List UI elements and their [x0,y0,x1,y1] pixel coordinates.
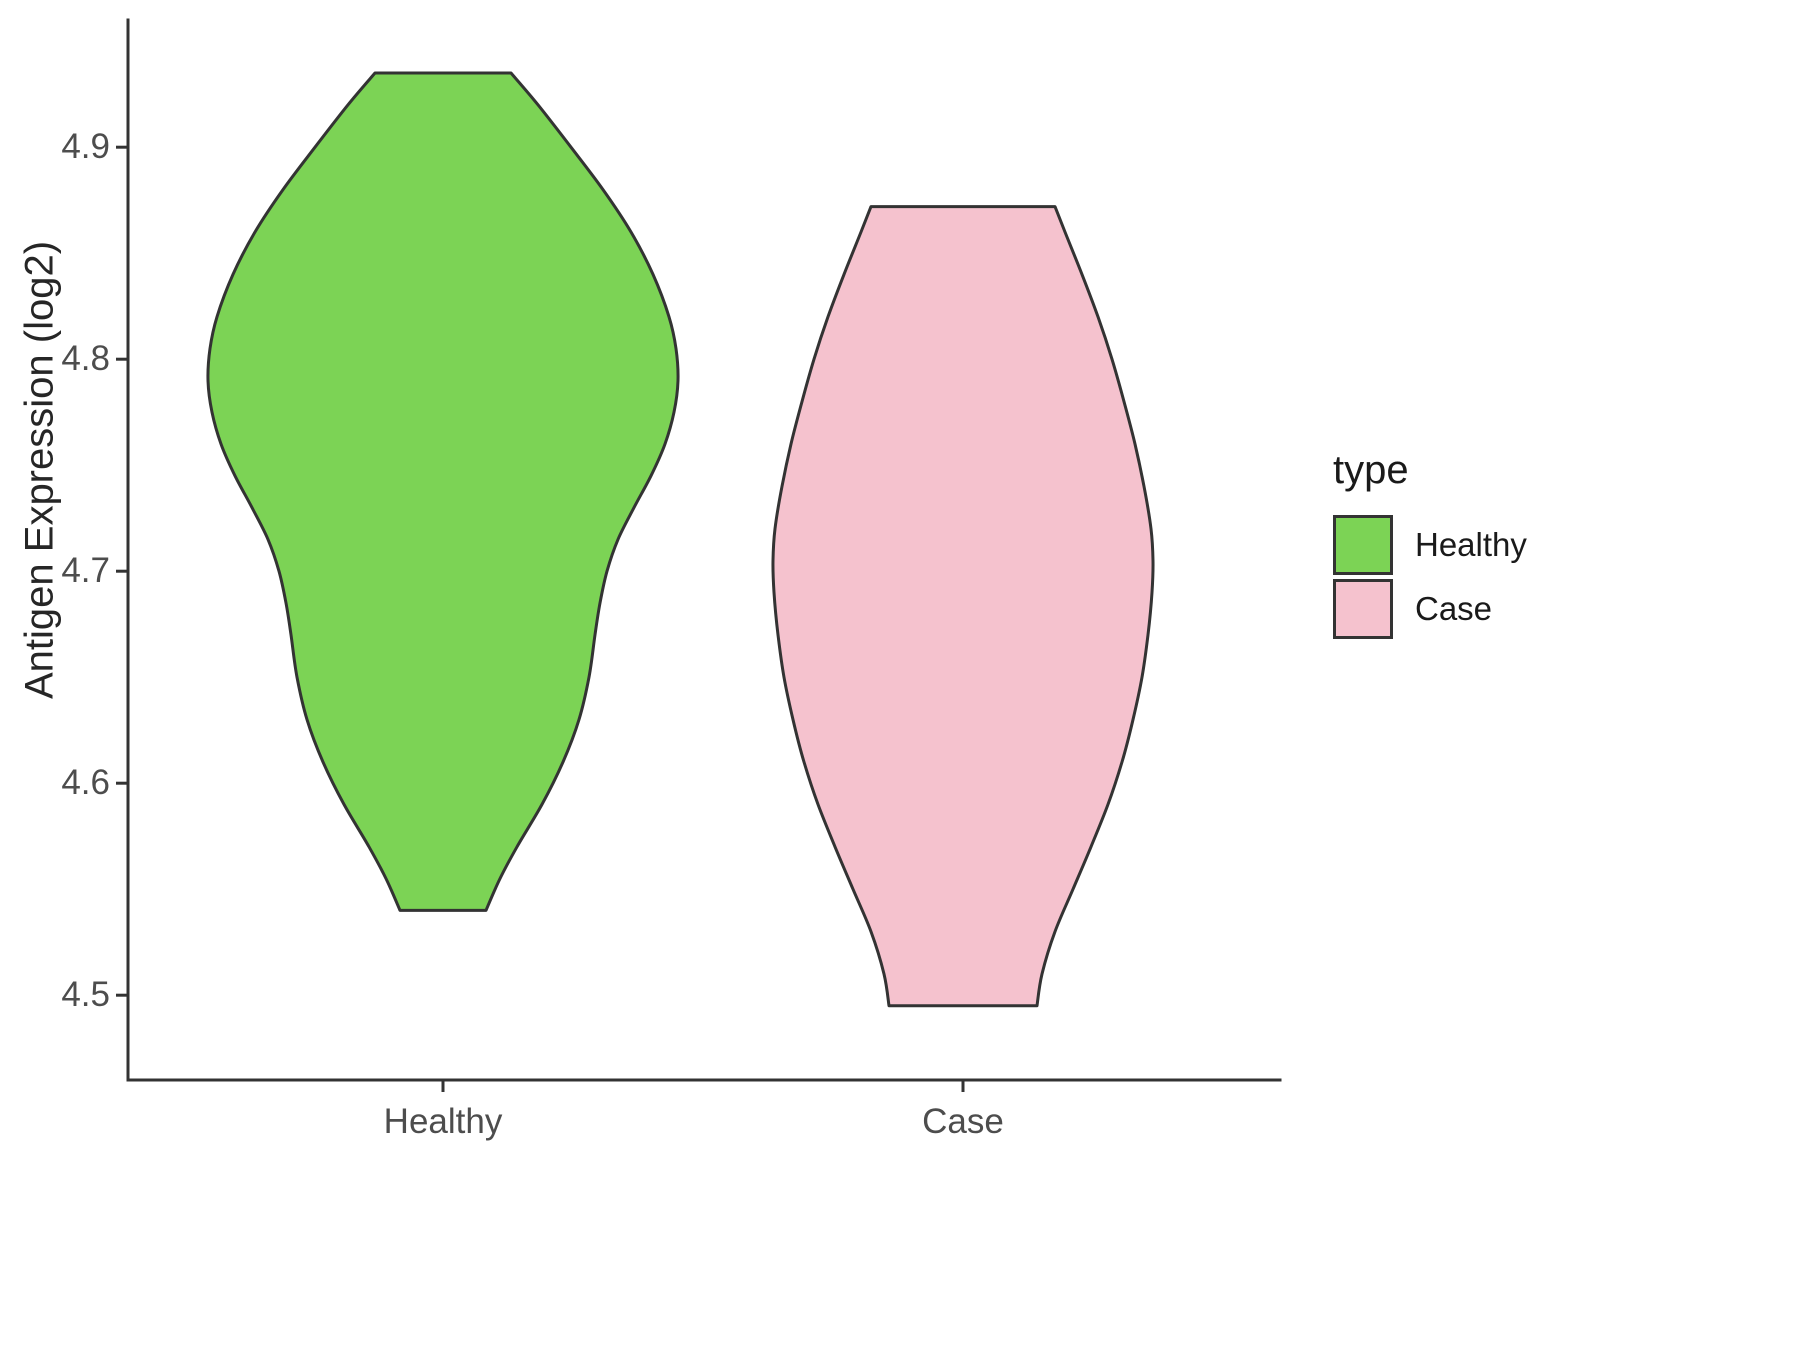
violin-case [771,205,1155,1008]
legend-label: Healthy [1415,526,1527,563]
legend-label: Case [1415,590,1493,627]
legend-swatch-case [1333,579,1393,639]
legend-swatch-healthy [1333,515,1393,575]
violin-healthy [206,71,680,912]
y-tick-label: 4.5 [61,975,110,1015]
legend-item-case: Case [1333,579,1527,639]
legend-title: type [1333,448,1409,492]
y-tick-label: 4.7 [61,551,110,591]
y-tick-label: 4.9 [61,127,110,167]
y-tick-label: 4.6 [61,763,110,803]
legend-item-healthy: Healthy [1333,515,1527,575]
legend-items: Healthy Case [1333,515,1527,639]
x-tick-label-healthy: Healthy [383,1102,503,1141]
x-tick-label-case: Case [922,1102,1004,1141]
legend: type Healthy Case [1333,448,1527,643]
y-axis-title: Antigen Expression (log2) [17,240,62,700]
y-tick-label: 4.8 [61,339,110,379]
